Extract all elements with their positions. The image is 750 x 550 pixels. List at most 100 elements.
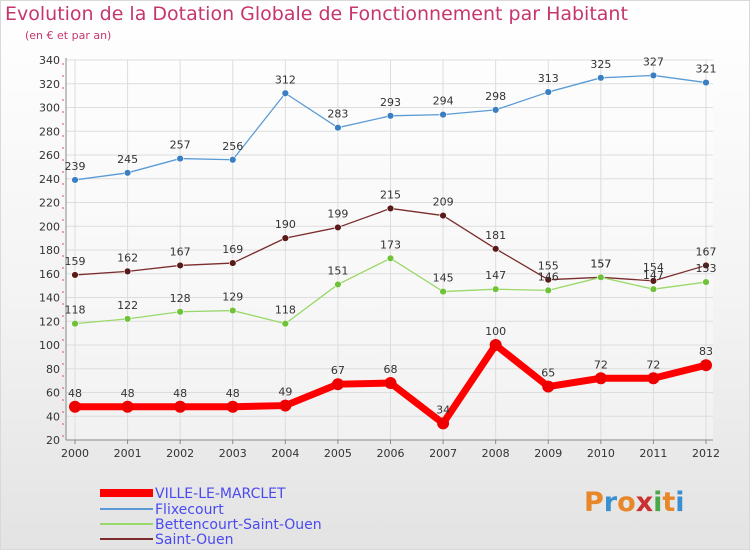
data-label-flixecourt: 325 <box>590 58 611 71</box>
point-flixecourt <box>439 110 447 119</box>
legend-label-bettencourt-saint-ouen: Bettencourt-Saint-Ouen <box>155 517 322 533</box>
data-label-bettencourt-saint-ouen: 147 <box>643 269 664 282</box>
logo-letter: t <box>662 487 676 518</box>
y-tick-label: 80 <box>46 363 60 376</box>
point-ville-le-marclet <box>384 377 397 389</box>
point-flixecourt <box>702 78 710 87</box>
data-label-bettencourt-saint-ouen: 145 <box>433 272 454 285</box>
logo-letter: r <box>603 487 618 518</box>
legend-label-saint-ouen: Saint-Ouen <box>155 532 234 548</box>
data-label-ville-le-marclet: 48 <box>173 387 187 400</box>
axes: 20 40 60 80 100 120 140 160 180 200 220 240 260 280 30… <box>39 54 720 460</box>
point-bettencourt-saint-ouen <box>229 306 237 315</box>
y-tick-label: 280 <box>39 125 60 138</box>
point-saint-ouen <box>439 211 447 220</box>
point-flixecourt <box>334 123 342 132</box>
logo-letter: x <box>635 487 654 518</box>
data-label-flixecourt: 257 <box>170 139 191 152</box>
data-label-ville-le-marclet: 72 <box>646 358 660 371</box>
x-tick-label: 2011 <box>639 447 667 460</box>
data-label-saint-ouen: 215 <box>380 188 401 201</box>
x-tick-label: 2009 <box>534 447 562 460</box>
point-bettencourt-saint-ouen <box>544 286 552 295</box>
point-ville-le-marclet <box>226 400 239 413</box>
data-label-saint-ouen: 181 <box>485 229 506 242</box>
chart-title: Evolution de la Dotation Globale de Fonc… <box>5 3 628 25</box>
logo-letter: i <box>675 487 685 518</box>
point-ville-le-marclet <box>331 378 344 391</box>
data-label-ville-le-marclet: 48 <box>226 387 240 400</box>
data-label-flixecourt: 293 <box>380 96 401 109</box>
point-bettencourt-saint-ouen <box>386 254 395 263</box>
data-label-saint-ouen: 167 <box>696 245 717 258</box>
point-bettencourt-saint-ouen <box>281 319 290 328</box>
point-flixecourt <box>71 176 79 184</box>
point-saint-ouen <box>123 267 132 276</box>
x-tick-label: 2000 <box>61 447 89 460</box>
y-tick-label: 340 <box>39 54 60 67</box>
y-tick-label: 120 <box>39 315 60 328</box>
data-label-ville-le-marclet: 68 <box>384 363 398 376</box>
point-ville-le-marclet <box>279 399 292 412</box>
point-ville-le-marclet <box>121 400 134 413</box>
point-ville-le-marclet <box>69 400 81 413</box>
data-label-ville-le-marclet: 48 <box>68 387 82 400</box>
data-label-saint-ouen: 159 <box>65 255 86 268</box>
data-label-bettencourt-saint-ouen: 153 <box>696 262 717 275</box>
y-tick-label: 180 <box>39 244 60 257</box>
legend-label-flixecourt: Flixecourt <box>155 502 224 518</box>
point-ville-le-marclet <box>174 400 187 413</box>
point-ville-le-marclet <box>700 359 712 372</box>
x-tick-label: 2004 <box>271 447 299 460</box>
data-label-ville-le-marclet: 48 <box>121 387 135 400</box>
data-label-bettencourt-saint-ouen: 128 <box>170 292 191 305</box>
data-label-flixecourt: 313 <box>538 72 559 85</box>
data-label-saint-ouen: 167 <box>170 245 191 258</box>
proxiti-logo: Proxiti <box>584 487 685 518</box>
x-tick-label: 2003 <box>219 447 247 460</box>
legend: VILLE-LE-MARCLETFlixecourtBettencourt-Sa… <box>100 486 322 548</box>
point-flixecourt <box>281 89 290 97</box>
point-saint-ouen <box>544 275 552 284</box>
y-tick-label: 40 <box>46 410 60 423</box>
data-label-flixecourt: 321 <box>696 63 717 76</box>
data-label-flixecourt: 294 <box>433 95 454 108</box>
data-label-saint-ouen: 190 <box>275 218 296 231</box>
data-label-ville-le-marclet: 72 <box>594 358 608 371</box>
y-tick-label: 140 <box>39 292 60 305</box>
y-tick-label: 300 <box>39 102 60 115</box>
data-label-ville-le-marclet: 34 <box>436 403 450 416</box>
data-label-ville-le-marclet: 49 <box>278 386 292 399</box>
point-bettencourt-saint-ouen <box>702 278 710 286</box>
grid <box>66 59 713 441</box>
logo-letter: i <box>653 487 663 518</box>
point-flixecourt <box>649 71 658 80</box>
logo-letter: o <box>617 487 636 518</box>
x-tick-label: 2008 <box>482 447 510 460</box>
point-bettencourt-saint-ouen <box>597 273 605 282</box>
point-saint-ouen <box>176 261 184 270</box>
data-label-flixecourt: 327 <box>643 55 664 68</box>
data-label-ville-le-marclet: 67 <box>331 364 345 377</box>
point-flixecourt <box>176 154 184 163</box>
data-label-saint-ouen: 154 <box>643 261 664 274</box>
point-saint-ouen <box>71 271 79 279</box>
data-label-saint-ouen: 199 <box>327 207 348 220</box>
y-tick-label: 20 <box>46 434 60 447</box>
y-tick-label: 100 <box>39 339 60 352</box>
legend-label-ville-le-marclet: VILLE-LE-MARCLET <box>155 486 286 502</box>
data-label-ville-le-marclet: 65 <box>541 367 555 380</box>
y-tick-label: 240 <box>39 173 60 186</box>
point-saint-ouen <box>702 261 710 270</box>
point-bettencourt-saint-ouen <box>649 285 658 293</box>
point-flixecourt <box>123 169 132 177</box>
y-tick-label: 200 <box>39 220 60 233</box>
y-tick-label: 220 <box>39 197 60 210</box>
data-label-flixecourt: 312 <box>275 73 296 86</box>
x-tick-label: 2012 <box>692 447 720 460</box>
data-label-bettencourt-saint-ouen: 151 <box>327 264 348 277</box>
point-bettencourt-saint-ouen <box>176 308 184 316</box>
data-label-flixecourt: 298 <box>485 90 506 103</box>
